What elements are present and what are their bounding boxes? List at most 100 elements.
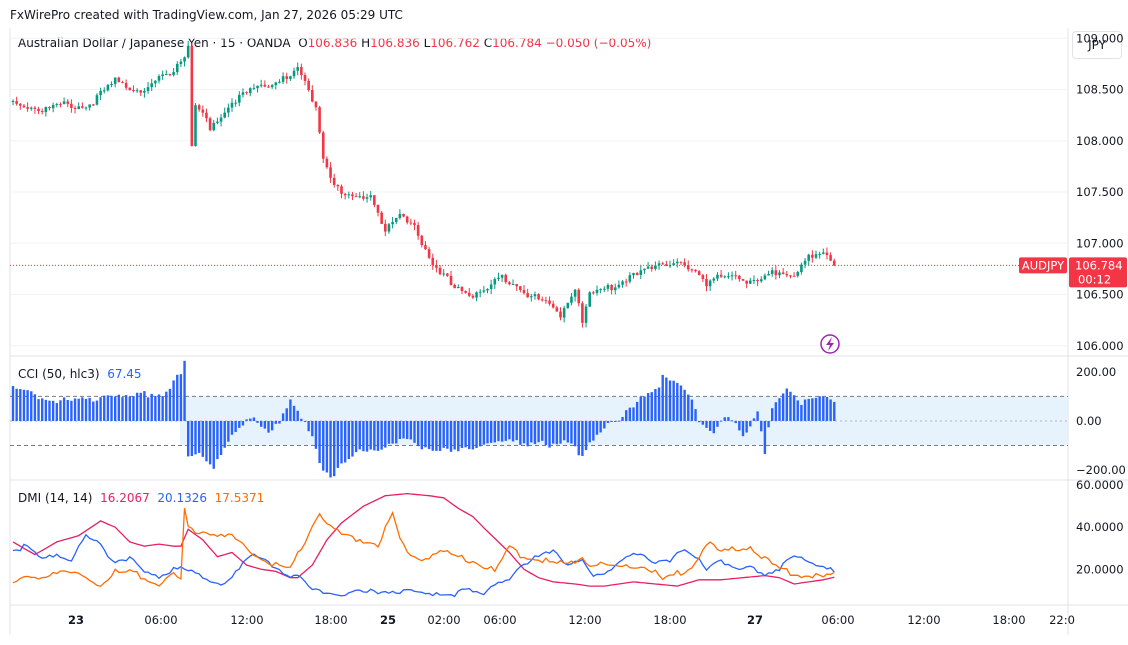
cci-bar xyxy=(453,420,456,450)
candle-body xyxy=(135,90,139,92)
candle-body xyxy=(354,196,358,198)
cci-bar xyxy=(573,420,577,447)
candle-body xyxy=(814,254,818,258)
candle-body xyxy=(190,45,194,146)
cci-bar xyxy=(676,382,679,421)
candle-body xyxy=(577,289,581,304)
cci-bar xyxy=(19,389,22,421)
candle-body xyxy=(391,221,394,225)
candle-body xyxy=(697,271,701,276)
candle-body xyxy=(102,90,106,92)
cci-bar xyxy=(128,396,131,421)
cci-bar xyxy=(552,420,555,444)
dmi-legend: DMI (14, 14) 16.2067 20.1326 17.5371 xyxy=(18,491,264,505)
cci-bar xyxy=(62,397,66,421)
cci-bar xyxy=(617,420,621,422)
cci-bar xyxy=(752,418,756,421)
cci-bar xyxy=(406,420,409,440)
cci-bar xyxy=(592,420,595,441)
candle-body xyxy=(281,76,285,82)
candle-body xyxy=(121,82,124,84)
price-tick-label: 108.500 xyxy=(1076,83,1124,97)
candle-body xyxy=(44,107,48,112)
candle-body xyxy=(435,264,438,268)
candle-body xyxy=(453,284,456,289)
cci-bar xyxy=(157,394,161,421)
cci-bar xyxy=(533,420,537,445)
cci-bar xyxy=(625,410,628,421)
candle-body xyxy=(683,262,686,266)
candle-body xyxy=(113,77,117,84)
cci-bar xyxy=(241,420,245,426)
candle-body xyxy=(803,260,807,265)
cci-bar xyxy=(822,396,825,421)
cci-bar xyxy=(48,400,51,421)
cci-bar xyxy=(577,420,580,456)
candle-body xyxy=(263,84,267,87)
candle-body xyxy=(672,263,675,266)
candle-body xyxy=(686,265,690,270)
cci-bar xyxy=(522,420,526,444)
candle-body xyxy=(150,83,153,88)
candle-body xyxy=(51,105,55,109)
candle-body xyxy=(416,225,420,236)
candle-body xyxy=(161,74,164,77)
cci-bar xyxy=(340,420,343,464)
cci-bar xyxy=(216,420,219,460)
cci-bar xyxy=(825,396,829,421)
cci-bar xyxy=(55,403,58,421)
close-value: 106.784 xyxy=(492,36,542,50)
cci-bar xyxy=(738,420,741,431)
cci-bar xyxy=(530,420,533,443)
candle-body xyxy=(373,195,376,205)
candle-body xyxy=(168,74,172,76)
candle-body xyxy=(730,275,734,277)
ticker-tag xyxy=(1019,257,1067,274)
candle-body xyxy=(635,273,639,276)
currency-button[interactable]: JPY xyxy=(1072,31,1122,59)
close-label: C xyxy=(483,36,493,50)
cci-bar xyxy=(88,397,91,421)
last-price-label: 106.784 xyxy=(1075,258,1123,272)
cci-bar xyxy=(398,420,402,440)
candle-body xyxy=(818,253,821,255)
candle-body xyxy=(829,255,832,261)
candle-body xyxy=(449,275,453,285)
cci-bar xyxy=(190,420,194,457)
dmi-tick-label: 40.0000 xyxy=(1076,520,1124,534)
candle-body xyxy=(194,105,197,146)
cci-bar xyxy=(187,420,190,457)
candle-body xyxy=(464,291,467,293)
cci-bar xyxy=(420,420,423,450)
candle-body xyxy=(486,289,489,291)
symbol-legend: Australian Dollar / Japanese Yen · 15 · … xyxy=(18,36,651,50)
time-tick-label: 12:00 xyxy=(568,613,601,627)
candle-body xyxy=(756,280,759,282)
cci-bar xyxy=(176,374,179,421)
cci-bar xyxy=(44,399,48,421)
cci-bar xyxy=(270,420,274,431)
cci-bar xyxy=(208,420,212,465)
cci-bar xyxy=(628,407,632,421)
candle-body xyxy=(186,45,190,58)
cci-bar xyxy=(373,420,376,451)
cci-bar xyxy=(59,400,62,421)
cci-bar xyxy=(687,394,690,421)
candle-body xyxy=(566,302,570,309)
axes: 109.000 108.500 108.000 107.500 107.000 106.5… xyxy=(10,31,1127,627)
cci-bar xyxy=(70,400,73,421)
candle-body xyxy=(40,111,44,113)
candle-body xyxy=(559,311,562,318)
cci-bar xyxy=(771,408,774,421)
cci-bar xyxy=(679,385,683,421)
candle-body xyxy=(508,282,511,285)
cci-bar xyxy=(588,420,591,443)
candle-body xyxy=(179,61,183,64)
candle-body xyxy=(106,84,110,91)
cci-bar xyxy=(635,401,639,421)
cci-bar xyxy=(318,420,321,464)
cci-bar xyxy=(449,420,453,452)
candle-body xyxy=(33,107,37,109)
cci-bar xyxy=(829,399,832,421)
